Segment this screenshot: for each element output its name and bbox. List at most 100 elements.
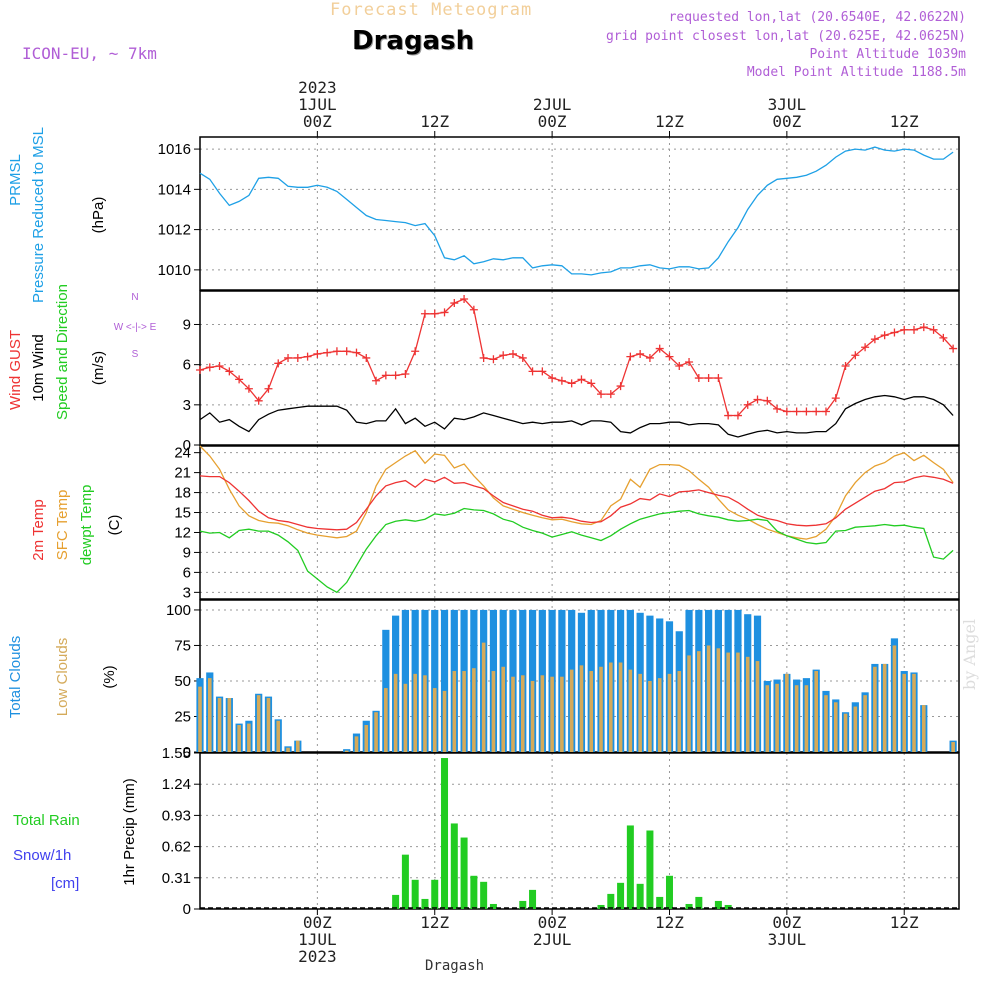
temperature-panel bbox=[194, 445, 960, 600]
y-tick-label: 0.31 bbox=[162, 870, 191, 887]
wind-gust-marker bbox=[831, 394, 840, 403]
total-cloud-bar bbox=[440, 609, 449, 752]
clouds-unit-label: (%) bbox=[101, 665, 118, 688]
figure-title: Forecast Meteogram bbox=[330, 0, 533, 20]
compass-west-east: W <-|-> E bbox=[114, 322, 157, 333]
low-cloud-bar bbox=[599, 666, 603, 752]
rain-bar bbox=[617, 882, 625, 909]
low-cloud-bar bbox=[511, 676, 515, 752]
low-cloud-bar bbox=[266, 698, 271, 752]
low-cloud-bar bbox=[481, 642, 486, 752]
low-cloud-bar bbox=[560, 676, 564, 752]
y-tick-label: 25 bbox=[174, 708, 191, 725]
low-cloud-bar bbox=[873, 666, 877, 752]
rain-bar bbox=[450, 823, 458, 909]
model-name: ICON-EU, ~ 7km bbox=[22, 44, 157, 63]
wind-gust-marker bbox=[626, 352, 635, 361]
low-cloud-bar bbox=[638, 673, 642, 752]
y-tick-label: 1016 bbox=[158, 141, 191, 158]
low-cloud-bar bbox=[501, 666, 506, 752]
low-cloud-bar bbox=[755, 661, 760, 752]
low-clouds-side-label: Low Clouds bbox=[54, 638, 71, 716]
wind-gust-marker bbox=[606, 390, 615, 399]
y-tick-label: 9 bbox=[183, 316, 191, 333]
wind-gust-marker bbox=[235, 375, 244, 384]
bottom-time-label: 2023 bbox=[298, 947, 337, 966]
wind-gust-marker bbox=[196, 366, 204, 375]
wind-gust-marker bbox=[645, 353, 654, 362]
y-tick-label: 1014 bbox=[158, 181, 191, 198]
wind-gust-marker bbox=[284, 353, 293, 362]
pressure-frame bbox=[199, 136, 960, 291]
wind-gust-marker bbox=[303, 352, 312, 361]
wind-gust-marker bbox=[802, 407, 811, 416]
y-tick-label: 0 bbox=[183, 901, 191, 918]
top-time-label: 1JUL bbox=[298, 95, 337, 114]
low-cloud-bar bbox=[706, 645, 711, 752]
rain-bar bbox=[401, 854, 409, 909]
low-cloud-bar bbox=[462, 671, 466, 752]
low-cloud-bar bbox=[286, 747, 290, 752]
wind-gust-marker bbox=[782, 407, 791, 416]
total-clouds-side-label: Total Clouds bbox=[7, 636, 24, 719]
low-cloud-bar bbox=[628, 669, 633, 752]
y-tick-label: 0.62 bbox=[162, 839, 191, 856]
bottom-time-label: 00Z bbox=[772, 913, 801, 932]
wind-gust-marker bbox=[939, 333, 948, 342]
bottom-time-label: 00Z bbox=[303, 913, 332, 932]
low-cloud-bar bbox=[912, 673, 916, 752]
low-cloud-bar bbox=[452, 671, 457, 752]
top-time-label: 2023 bbox=[298, 78, 337, 97]
wind-gust-marker bbox=[215, 361, 224, 370]
wind-gust-marker bbox=[753, 395, 762, 404]
wind-gust-marker bbox=[694, 374, 703, 383]
low-cloud-bar bbox=[726, 652, 730, 752]
wind-gust-marker bbox=[499, 351, 508, 360]
low-cloud-bar bbox=[804, 685, 809, 752]
wind-gust-marker bbox=[430, 309, 439, 318]
temp-unit-label: (C) bbox=[106, 515, 123, 536]
low-cloud-bar bbox=[677, 671, 682, 752]
low-cloud-bar bbox=[833, 702, 838, 752]
y-tick-label: 6 bbox=[183, 564, 191, 581]
low-cloud-bar bbox=[951, 742, 955, 752]
low-cloud-bar bbox=[276, 720, 281, 752]
y-tick-label: 1.55 bbox=[162, 745, 191, 762]
total-cloud-bar bbox=[431, 609, 439, 752]
wind-gust-marker bbox=[861, 343, 870, 352]
wind-gust-marker bbox=[254, 396, 263, 405]
low-cloud-bar bbox=[657, 678, 662, 752]
low-cloud-bar bbox=[648, 680, 652, 752]
low-cloud-bar bbox=[384, 688, 388, 752]
pressure-side-label: PRMSL bbox=[7, 154, 24, 206]
low-cloud-bar bbox=[530, 680, 535, 752]
wind-panel bbox=[194, 290, 960, 446]
y-tick-label: 12 bbox=[174, 524, 191, 541]
dewpt-side-label: dewpt Temp bbox=[78, 485, 95, 566]
wind-gust-marker bbox=[665, 352, 674, 361]
low-cloud-bar bbox=[902, 673, 907, 752]
low-cloud-bar bbox=[824, 695, 828, 752]
rain-bar bbox=[665, 875, 673, 909]
rain-bar bbox=[411, 879, 419, 909]
wind-gust-marker bbox=[313, 349, 322, 358]
rain-bar bbox=[626, 825, 634, 909]
bottom-time-label: 1JUL bbox=[298, 930, 337, 949]
precip-panel bbox=[194, 752, 960, 910]
rain-bar bbox=[392, 894, 400, 909]
wind-unit-label: (m/s) bbox=[90, 351, 107, 385]
wind-gust-marker bbox=[518, 353, 527, 362]
y-tick-label: 9 bbox=[183, 544, 191, 561]
temp-2m-side-label: 2m Temp bbox=[30, 499, 47, 560]
pressure-unit-label: (hPa) bbox=[90, 197, 107, 234]
pressure-side-label: Pressure Reduced to MSL bbox=[30, 127, 47, 303]
y-tick-label: 75 bbox=[174, 637, 191, 654]
wind-gust-marker bbox=[479, 353, 488, 362]
rain-bar bbox=[519, 900, 527, 909]
low-cloud-bar bbox=[892, 645, 897, 752]
low-cloud-bar bbox=[569, 669, 574, 752]
y-tick-label: 50 bbox=[174, 673, 191, 690]
wind-gust-marker bbox=[724, 411, 733, 420]
wind-gust-marker bbox=[929, 325, 938, 334]
